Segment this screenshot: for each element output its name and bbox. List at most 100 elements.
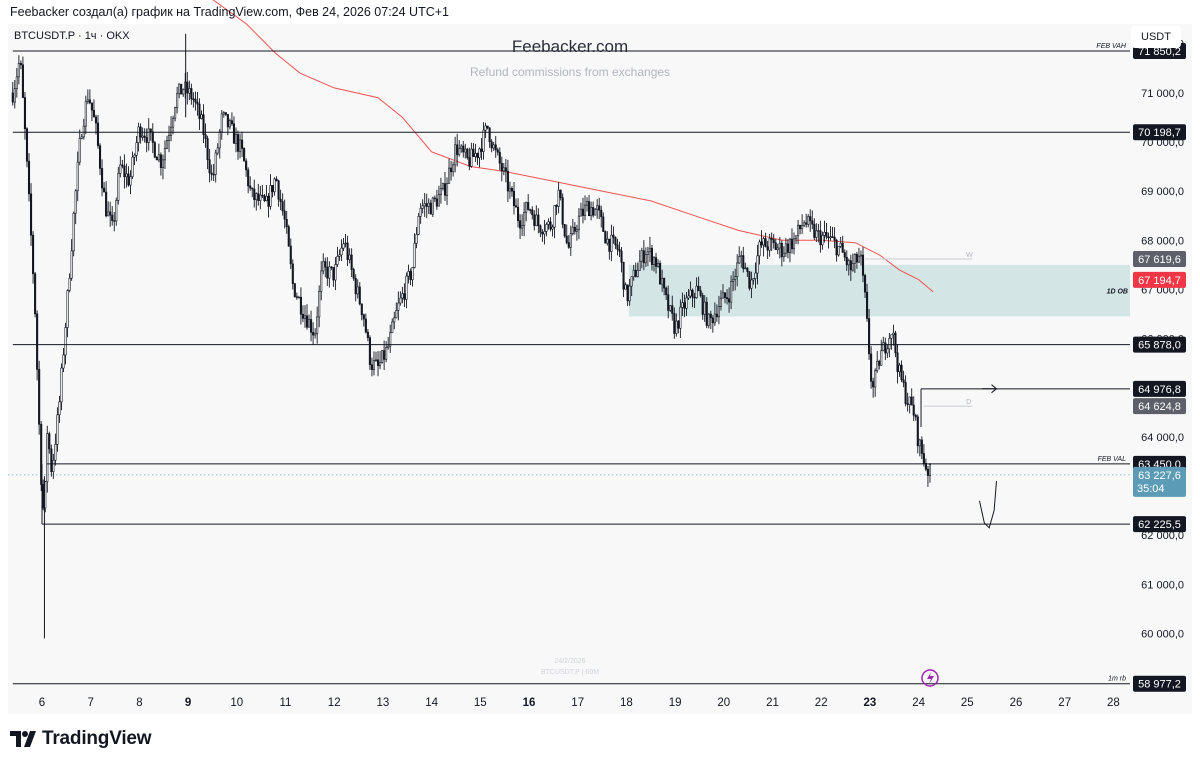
candle-body <box>78 138 81 163</box>
candle-body <box>303 315 307 319</box>
candle-body <box>72 212 75 252</box>
candle-body <box>563 224 566 237</box>
candle-body <box>847 260 850 266</box>
candle-body <box>723 292 727 298</box>
candle-body <box>786 243 789 253</box>
candle-body <box>535 214 538 226</box>
x-tick-label: 20 <box>717 697 730 709</box>
x-tick-label: 14 <box>425 697 438 709</box>
candle-body <box>238 139 242 152</box>
candle-body <box>606 238 609 244</box>
x-tick-label: 13 <box>377 697 390 709</box>
candle-body <box>565 235 568 243</box>
candle-body <box>750 279 753 289</box>
candle-body <box>488 127 491 143</box>
candle-body <box>559 189 562 198</box>
candle-body <box>594 208 597 216</box>
candle-body <box>452 164 455 173</box>
candle-body <box>159 154 162 168</box>
candle-body <box>583 204 587 216</box>
candle-body <box>898 364 901 372</box>
candle-body <box>778 242 781 249</box>
candle-body <box>841 242 844 253</box>
candle-body <box>247 169 250 187</box>
candle-body <box>543 231 546 235</box>
candle-body <box>310 319 313 333</box>
candle-body <box>799 224 802 230</box>
y-tick-label: 64 000,0 <box>1141 432 1184 444</box>
candle-body <box>370 364 373 370</box>
candle-body <box>707 313 710 326</box>
candle-body <box>336 256 339 265</box>
candle-body <box>590 207 593 217</box>
candle-body <box>608 238 611 252</box>
candle-body <box>730 281 733 303</box>
candle-body <box>113 220 116 222</box>
faint-bottom-text: 24/2/2026 <box>554 658 585 665</box>
candle-body <box>600 209 603 218</box>
candle-body <box>344 242 347 245</box>
level-w-note: W <box>966 252 973 259</box>
candle-body <box>405 275 408 300</box>
candle-body <box>752 278 755 281</box>
candle-body <box>616 244 619 250</box>
candle-body <box>922 453 925 464</box>
symbol-legend[interactable]: BTCUSDT.P · 1ч · OKX <box>14 30 130 42</box>
candle-body <box>376 359 380 367</box>
candle-body <box>234 134 238 144</box>
candle-body <box>567 242 570 248</box>
candle-body <box>90 102 93 111</box>
candle-body <box>222 112 225 115</box>
candle-body <box>900 364 903 381</box>
candle-body <box>458 148 461 156</box>
candle-body <box>894 332 897 354</box>
candle-body <box>673 313 676 334</box>
tradingview-logo[interactable]: TradingView <box>10 728 152 750</box>
x-tick-label: 27 <box>1058 697 1071 709</box>
lightning-icon[interactable] <box>921 669 939 687</box>
x-tick-label: 16 <box>523 697 536 709</box>
candle-body <box>352 269 355 279</box>
candle-body <box>356 286 359 295</box>
candle-body <box>342 243 345 249</box>
ma-price-label-bg <box>1133 271 1186 288</box>
candle-body <box>746 267 749 272</box>
x-tick-label: 19 <box>669 697 682 709</box>
candle-body <box>230 120 233 125</box>
candle-body <box>427 202 430 207</box>
tradingview-logo-text: TradingView <box>42 728 152 749</box>
candle-body <box>324 261 327 268</box>
candle-body <box>845 256 848 266</box>
candle-body <box>96 122 100 146</box>
candle-body <box>281 201 284 212</box>
candle-body <box>255 193 258 200</box>
candle-body <box>772 239 775 244</box>
candle-body <box>859 254 863 257</box>
level-d-price-label: 64 624,8 <box>1138 401 1181 413</box>
candle-body <box>531 209 534 216</box>
candle-body <box>34 273 37 315</box>
candle-body <box>464 148 467 153</box>
candle-body <box>644 254 647 264</box>
candle-body <box>498 151 501 164</box>
level-d-price-label-bg <box>1133 398 1186 415</box>
candle-body <box>133 154 136 158</box>
currency-button[interactable]: USDT <box>1131 26 1181 48</box>
candle-body <box>425 203 428 207</box>
candle-body <box>744 267 747 270</box>
candle-body <box>784 243 787 254</box>
candle-body <box>553 205 556 228</box>
candle-body <box>437 194 440 207</box>
candle-body <box>17 63 20 78</box>
candle-body <box>348 254 351 260</box>
x-tick-label: 6 <box>39 697 45 709</box>
candle-body <box>671 305 674 314</box>
candle-body <box>15 76 18 89</box>
candle-body <box>330 266 333 268</box>
candle-body <box>450 167 453 173</box>
candle-body <box>920 439 923 454</box>
candle-body <box>285 219 288 228</box>
candle-body <box>29 193 33 236</box>
candle-body <box>42 484 45 509</box>
